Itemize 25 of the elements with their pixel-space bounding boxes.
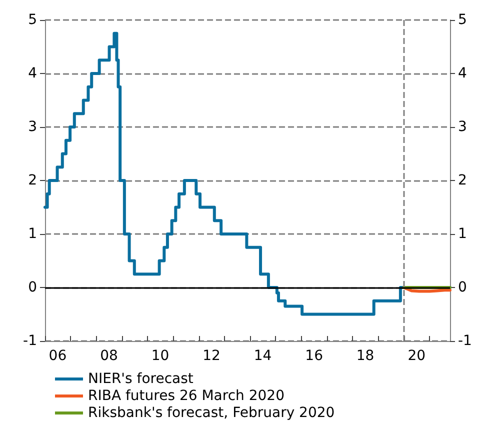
x-tick-label: 12: [202, 348, 220, 364]
legend-label: RIBA futures 26 March 2020: [88, 388, 284, 404]
y-tick-label: 0: [28, 280, 37, 296]
y2-tick-label: 0: [458, 280, 467, 296]
y2-tick-label: 5: [458, 12, 467, 28]
y-tick-label: 4: [28, 66, 38, 82]
legend-label: Riksbank's forecast, February 2020: [88, 405, 335, 421]
legend-label: NIER's forecast: [88, 371, 194, 387]
y2-tick-label: 3: [458, 119, 467, 135]
x-tick-label: 08: [100, 348, 118, 364]
y-tick-label: -1: [23, 333, 37, 349]
x-tick-label: 16: [305, 348, 324, 364]
x-tick-label: 18: [356, 348, 374, 364]
y-tick-label: 2: [28, 172, 37, 188]
x-tick-label: 10: [151, 348, 170, 364]
x-tick-label: 20: [408, 348, 426, 364]
y-tick-label: 3: [28, 119, 37, 135]
x-tick-label: 06: [48, 348, 67, 364]
y2-tick-label: 4: [458, 66, 467, 82]
y-tick-label: 5: [28, 12, 37, 28]
y-tick-label: 1: [28, 226, 37, 242]
y2-tick-label: 2: [458, 172, 467, 188]
y2-tick-label: -1: [458, 333, 472, 349]
y2-tick-label: 1: [458, 226, 467, 242]
x-tick-label: 14: [254, 348, 272, 364]
